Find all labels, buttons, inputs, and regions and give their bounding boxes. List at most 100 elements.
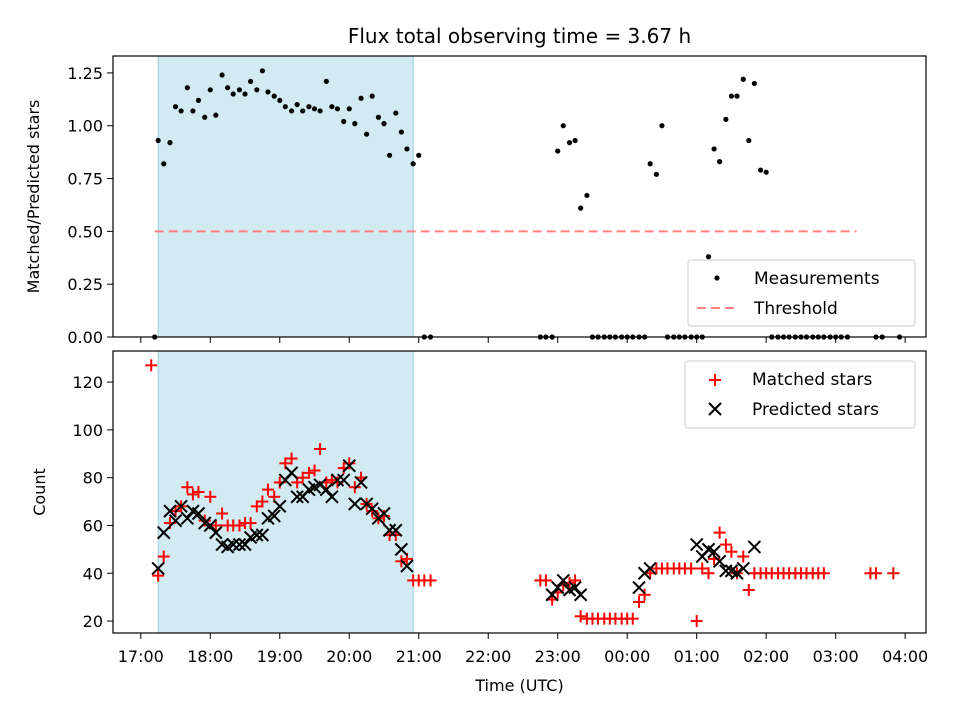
matched-star-point	[152, 569, 165, 582]
predicted-star-point	[313, 478, 327, 492]
matched-star-point	[302, 466, 315, 479]
matched-star-point	[216, 507, 229, 520]
measurement-point	[300, 108, 306, 114]
predicted-star-point	[382, 523, 397, 537]
measurement-point	[161, 161, 167, 167]
legend-measurements-label: Measurements	[754, 269, 880, 289]
legend-matched-marker	[709, 374, 721, 386]
predicted-star-point	[151, 561, 165, 576]
matched-star-point	[285, 452, 298, 465]
chart-title: Flux total observing time = 3.67 h	[348, 24, 691, 48]
matched-star-point	[186, 488, 199, 501]
matched-star-point	[574, 610, 587, 623]
matched-star-point	[261, 483, 274, 496]
bottom-legend-box	[684, 360, 916, 429]
matched-star-point	[725, 545, 738, 558]
top-x-ticks	[140, 337, 906, 343]
measurement-point	[717, 159, 723, 165]
measurement-point	[734, 93, 740, 99]
bottom-y-tick-label: 80	[83, 469, 103, 488]
measurement-point	[746, 137, 752, 144]
predicted-star-point	[545, 588, 559, 602]
predicted-star-point	[325, 490, 339, 504]
matched-star-point	[157, 550, 170, 563]
matched-star-point	[696, 562, 709, 575]
predicted-star-point	[232, 537, 247, 552]
predicted-star-point	[336, 473, 351, 487]
bottom-y-tick-label: 100	[72, 421, 103, 440]
matched-star-point	[713, 526, 726, 539]
predicted-star-point	[632, 580, 646, 595]
bottom-x-tick-label: 20:00	[326, 647, 372, 666]
measurement-point	[294, 101, 300, 108]
measurement-point	[352, 121, 358, 127]
matched-star-point	[343, 457, 356, 470]
bottom-panel: 20 40 60 80 100 120 17:00 18:00 19:00 20:00 21:00…	[30, 350, 928, 695]
predicted-star-point	[342, 459, 356, 473]
matched-star-point	[539, 574, 552, 587]
measurement-point	[560, 123, 566, 129]
matched-star-point	[702, 567, 715, 580]
predicted-star-point	[191, 506, 206, 521]
predicted-star-point	[273, 499, 287, 514]
matched-star-point	[308, 464, 321, 477]
top-plot-frame	[112, 55, 927, 338]
predicted-star-point	[551, 580, 565, 595]
measurement-point	[711, 146, 717, 152]
matched-star-point	[296, 471, 309, 484]
predicted-star-point	[689, 537, 704, 552]
bottom-x-tick-label: 18:00	[187, 647, 233, 666]
predicted-star-point	[255, 528, 270, 542]
predicted-star-point	[203, 518, 217, 533]
matched-star-point	[145, 359, 158, 372]
measurement-point	[207, 87, 213, 93]
bottom-x-tick-label: 22:00	[465, 647, 511, 666]
predicted-star-point	[209, 525, 223, 540]
measurement-point	[381, 121, 387, 127]
matched-star-point	[817, 567, 830, 580]
matched-star-point	[685, 562, 698, 575]
measurement-point	[410, 161, 416, 167]
measurement-point	[190, 108, 196, 114]
measurement-point	[584, 192, 590, 199]
measurement-point	[728, 93, 735, 99]
predicted-star-point	[365, 502, 379, 516]
predicted-star-point	[377, 506, 391, 521]
matched-star-point	[633, 595, 646, 608]
measurement-point	[653, 171, 659, 177]
legend-predicted-label: Predicted stars	[752, 400, 879, 420]
predicted-star-point	[348, 497, 362, 511]
matched-star-point	[869, 567, 882, 580]
measurement-point	[578, 205, 584, 211]
predicted-star-point	[712, 554, 727, 569]
top-y-tick-label: 1.25	[67, 64, 103, 83]
measurement-point	[247, 78, 254, 84]
matched-star-point	[204, 490, 217, 503]
bottom-x-tick-label: 17:00	[118, 647, 164, 666]
bottom-x-tick-label: 02:00	[743, 647, 789, 666]
top-panel: 0.00 0.25 0.50 0.75 1.00 1.25 Flux total obse…	[24, 24, 927, 347]
bottom-x-tick-label: 23:00	[535, 647, 581, 666]
measurement-point	[195, 97, 202, 103]
predicted-star-point	[284, 466, 299, 480]
measurement-point	[317, 108, 323, 114]
legend-predicted-marker	[708, 402, 722, 416]
bottom-y-tick-label: 40	[83, 564, 103, 583]
bottom-x-tick-label: 19:00	[257, 647, 303, 666]
measurement-point	[398, 129, 404, 135]
matched-star-point	[314, 442, 327, 455]
matched-star-point	[887, 567, 900, 580]
matched-star-point	[244, 517, 257, 530]
measurement-point	[647, 161, 653, 167]
measurement-point	[184, 85, 190, 91]
top-y-tick-label: 0.75	[67, 170, 103, 189]
measurement-point	[334, 106, 341, 112]
bottom-x-tick-label: 00:00	[604, 647, 650, 666]
bottom-x-tick-label: 04:00	[882, 647, 928, 666]
predicted-star-point	[736, 561, 750, 576]
matched-star-point	[233, 519, 246, 532]
predicted-star-point	[400, 559, 414, 573]
measurement-point	[172, 104, 179, 110]
matched-star-point	[737, 550, 750, 563]
